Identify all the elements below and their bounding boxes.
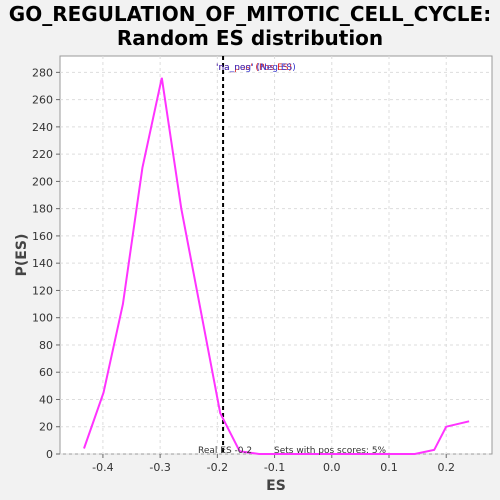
legend-pos-es: 'na_pos' (Pos ES) — [216, 63, 292, 73]
legend-neg-es: 'na_neg' (Neg ES) — [216, 63, 296, 73]
y-tick-label: 100 — [32, 312, 53, 325]
chart-title-line-1: GO_REGULATION_OF_MITOTIC_CELL_CYCLE: — [8, 2, 492, 26]
x-axis-ticks: -0.4 -0.3 -0.2 -0.1 0.0 0.1 0.2 — [92, 454, 455, 474]
es-distribution-line — [83, 77, 470, 455]
y-tick-label: 0 — [46, 448, 53, 461]
y-tick-label: 200 — [32, 175, 53, 188]
real-es-label: Real ES -0.2 — [198, 446, 252, 456]
y-tick-label: 120 — [32, 284, 53, 297]
y-tick-label: 160 — [32, 230, 53, 243]
y-tick-label: 220 — [32, 148, 53, 161]
pos-scores-label: Sets with pos scores: 5% — [274, 446, 387, 456]
x-tick-label: -0.2 — [207, 461, 228, 474]
x-tick-label: -0.1 — [264, 461, 285, 474]
x-tick-label: 0.0 — [323, 461, 341, 474]
x-tick-label: -0.4 — [92, 461, 113, 474]
chart-title: GO_REGULATION_OF_MITOTIC_CELL_CYCLE: Ran… — [0, 2, 500, 50]
plot-area — [59, 55, 493, 455]
x-tick-label: -0.3 — [149, 461, 170, 474]
x-tick-label: 0.2 — [437, 461, 455, 474]
legend-text: 'na_pos' (Pos ES) — [216, 63, 292, 73]
x-axis-label: ES — [266, 478, 286, 494]
y-tick-label: 60 — [39, 366, 53, 379]
chart-title-line-2: Random ES distribution — [116, 26, 384, 50]
y-axis-label: P(ES) — [14, 234, 30, 277]
x-tick-label: 0.1 — [380, 461, 398, 474]
legend-blue-text: 'na_neg' (Neg ES) — [216, 63, 296, 73]
y-tick-label: 40 — [39, 393, 53, 406]
y-tick-label: 140 — [32, 257, 53, 270]
y-tick-label: 260 — [32, 94, 53, 107]
y-tick-label: 20 — [39, 421, 53, 434]
y-axis-ticks: 0 20 40 60 80 100 120 140 160 180 200 220 240 260 280 — [32, 66, 60, 461]
y-tick-label: 80 — [39, 339, 53, 352]
y-tick-label: 180 — [32, 203, 53, 216]
grid — [60, 56, 492, 455]
y-tick-label: 240 — [32, 121, 53, 134]
y-tick-label: 280 — [32, 66, 53, 79]
